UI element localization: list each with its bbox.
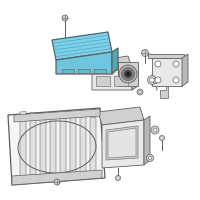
Circle shape (153, 78, 158, 84)
Circle shape (148, 75, 156, 84)
Circle shape (142, 49, 148, 56)
Circle shape (150, 78, 154, 82)
Polygon shape (160, 86, 168, 98)
Polygon shape (90, 117, 96, 176)
Polygon shape (30, 112, 36, 181)
Circle shape (173, 77, 179, 83)
Circle shape (54, 179, 60, 185)
Circle shape (62, 15, 68, 21)
Polygon shape (14, 109, 100, 122)
Polygon shape (52, 32, 112, 60)
Polygon shape (20, 112, 26, 182)
Circle shape (146, 154, 154, 162)
Circle shape (119, 65, 137, 83)
Circle shape (155, 61, 161, 67)
Circle shape (160, 136, 164, 140)
Polygon shape (182, 54, 188, 86)
Polygon shape (108, 128, 136, 158)
Polygon shape (114, 76, 128, 86)
Circle shape (139, 91, 141, 93)
Polygon shape (40, 113, 46, 180)
Circle shape (151, 126, 159, 134)
Polygon shape (106, 126, 138, 160)
Polygon shape (144, 116, 150, 165)
Polygon shape (152, 58, 182, 86)
Circle shape (116, 176, 120, 180)
Circle shape (137, 89, 143, 95)
Circle shape (124, 70, 132, 78)
Polygon shape (112, 48, 118, 74)
Circle shape (126, 72, 130, 76)
Polygon shape (98, 107, 144, 125)
Polygon shape (12, 170, 102, 185)
Circle shape (155, 77, 161, 83)
Polygon shape (60, 115, 66, 178)
Circle shape (173, 61, 179, 67)
Polygon shape (148, 54, 184, 58)
Circle shape (148, 156, 152, 160)
Polygon shape (70, 116, 76, 178)
Polygon shape (56, 52, 112, 74)
Circle shape (122, 68, 134, 80)
Polygon shape (88, 56, 132, 74)
Polygon shape (62, 69, 74, 73)
Polygon shape (92, 68, 132, 90)
Polygon shape (80, 116, 86, 177)
Polygon shape (118, 62, 138, 86)
Polygon shape (96, 76, 110, 86)
Polygon shape (102, 120, 144, 168)
Polygon shape (94, 69, 106, 73)
Polygon shape (50, 114, 56, 179)
Polygon shape (8, 108, 105, 185)
Circle shape (153, 128, 157, 132)
Polygon shape (132, 64, 138, 90)
Polygon shape (78, 69, 90, 73)
